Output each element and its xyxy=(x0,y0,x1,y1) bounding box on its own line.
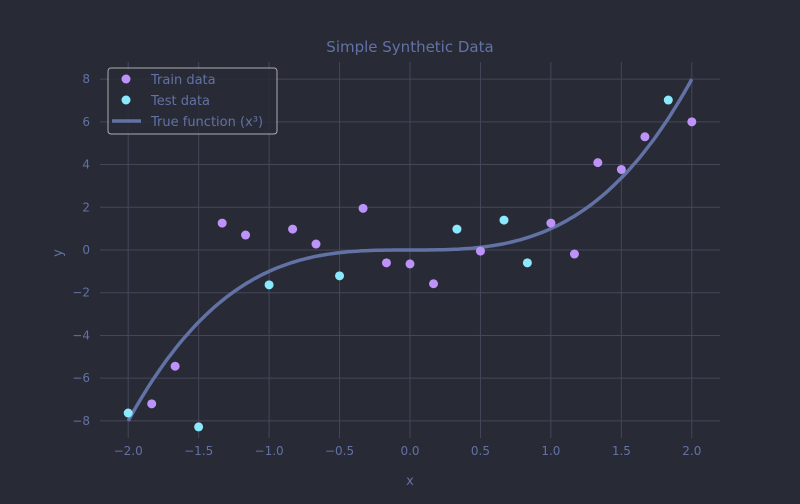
test-point xyxy=(522,258,532,268)
x-tick-label: 1.0 xyxy=(541,444,560,458)
train-point xyxy=(569,249,579,259)
x-tick-label: 0.5 xyxy=(471,444,490,458)
test-point xyxy=(335,271,345,281)
train-point xyxy=(311,239,321,249)
x-tick-label: −1.5 xyxy=(184,444,213,458)
train-point xyxy=(241,230,251,240)
train-point xyxy=(616,164,626,174)
legend-test-label: Test data xyxy=(150,94,210,109)
true-function-line xyxy=(126,78,694,422)
y-tick-label: −4 xyxy=(72,328,90,342)
y-tick-label: −6 xyxy=(72,371,90,385)
y-tick-label: −8 xyxy=(72,414,90,428)
test-point xyxy=(194,422,204,432)
legend-test-marker xyxy=(121,95,131,105)
x-tick-label: −2.0 xyxy=(114,444,143,458)
train-point xyxy=(475,246,485,256)
test-point xyxy=(452,224,462,234)
y-tick-label: 4 xyxy=(82,158,90,172)
test-point xyxy=(123,408,133,418)
train-point xyxy=(593,158,603,168)
y-tick-label: −2 xyxy=(72,286,90,300)
test-point xyxy=(499,215,509,225)
test-point xyxy=(663,95,673,105)
train-point xyxy=(170,361,180,371)
train-point xyxy=(288,224,298,234)
legend: Train data Test data True function (x³) xyxy=(107,67,278,135)
test-point xyxy=(264,280,274,290)
y-axis-label: y xyxy=(51,249,66,257)
legend-box xyxy=(107,67,278,135)
train-point xyxy=(405,259,415,269)
train-point xyxy=(640,132,650,142)
legend-train-marker xyxy=(121,74,131,84)
y-tick-label: 8 xyxy=(82,72,90,86)
x-tick-label: 0.0 xyxy=(400,444,419,458)
legend-line-label: True function (x³) xyxy=(150,115,263,130)
y-tick-label: 0 xyxy=(82,243,90,257)
train-point xyxy=(217,218,227,228)
tick-labels: −2.0 −1.5 −1.0 −0.5 0.0 0.5 1.0 1.5 2.0 −8 −6 −4 −2 0… xyxy=(72,72,701,458)
x-axis-label: x xyxy=(406,474,414,489)
x-tick-label: 1.5 xyxy=(612,444,631,458)
chart-title: Simple Synthetic Data xyxy=(326,38,493,56)
train-point xyxy=(429,279,439,289)
y-tick-label: 6 xyxy=(82,115,90,129)
x-tick-label: 2.0 xyxy=(682,444,701,458)
points xyxy=(123,95,697,432)
train-point xyxy=(358,203,368,213)
train-point xyxy=(546,218,556,228)
y-tick-label: 2 xyxy=(82,200,90,214)
train-point xyxy=(147,399,157,409)
true-function-line-group xyxy=(126,78,694,422)
train-point xyxy=(687,117,697,127)
legend-train-label: Train data xyxy=(150,73,216,88)
x-tick-label: −0.5 xyxy=(325,444,354,458)
train-point xyxy=(381,258,391,268)
x-tick-label: −1.0 xyxy=(255,444,284,458)
